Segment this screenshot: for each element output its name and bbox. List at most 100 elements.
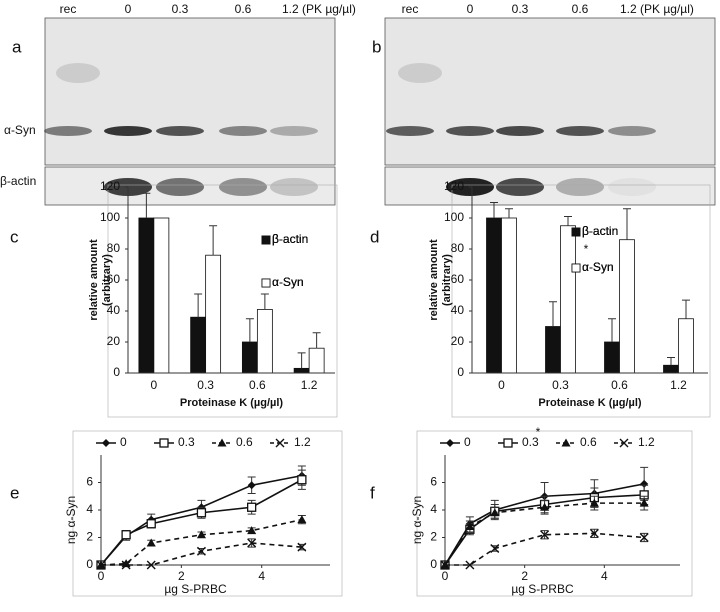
band: [398, 63, 442, 83]
y-tick-label: 40: [451, 303, 465, 317]
bar: [293, 367, 310, 374]
y-tick-label: 4: [430, 502, 437, 516]
marker: [490, 544, 500, 553]
legend-label: β-actin: [582, 224, 618, 238]
y-axis-label: relative amount(arbitrary): [88, 239, 113, 321]
y-tick-label: 60: [451, 272, 465, 286]
x-tick-label: 4: [258, 569, 265, 583]
x-tick-label: 0.6: [611, 378, 628, 392]
band: [44, 126, 92, 136]
marker: [465, 560, 475, 570]
x-tick-label: 1.2: [670, 378, 687, 392]
band: [156, 126, 204, 136]
y-tick-label: 6: [86, 475, 93, 489]
marker: [247, 538, 257, 548]
legend-label: 0.6: [580, 435, 597, 449]
bar: [501, 217, 517, 374]
legend-label: α-Syn: [272, 275, 304, 289]
marker: [440, 560, 450, 570]
error-bar: [505, 208, 513, 218]
bar: [604, 341, 620, 374]
band-label: β-actin: [0, 174, 36, 188]
lane-label: 0.3: [172, 2, 189, 16]
legend-label: 0.3: [522, 435, 539, 449]
marker: [146, 538, 156, 547]
bar: [308, 347, 325, 374]
x-tick-label: 0.6: [249, 378, 266, 392]
series-line: [100, 518, 303, 566]
legend-label: 0.3: [178, 435, 195, 449]
legend-marker: [217, 438, 227, 447]
legend-marker: [446, 439, 454, 447]
marker: [196, 530, 206, 539]
y-axis-label: relative amount(arbitrary): [428, 239, 453, 321]
x-tick-label: 0: [498, 378, 505, 392]
y-tick-label: 100: [100, 210, 120, 224]
y-tick-label: 4: [86, 502, 93, 516]
error-bar: [209, 225, 218, 256]
y-axis-label-line: (arbitrary): [441, 254, 453, 306]
plot-frame: [416, 430, 693, 597]
y-tick-label: 60: [107, 272, 121, 286]
annotation: *: [584, 242, 589, 256]
blot-image: [384, 17, 716, 166]
marker: [540, 530, 550, 540]
legend-label: α-Syn: [582, 260, 614, 274]
y-tick-label: 0: [86, 557, 93, 571]
legend-marker: [275, 438, 285, 448]
band: [608, 126, 656, 136]
error-bar: [194, 293, 203, 318]
band: [556, 178, 604, 196]
marker: [540, 502, 550, 511]
x-tick-label: 0: [151, 378, 158, 392]
band-label: α-Syn: [4, 123, 36, 137]
legend-label: β-actin: [582, 224, 618, 238]
y-tick-label: 120: [100, 179, 120, 193]
x-tick-label: 0: [442, 569, 449, 583]
series-line: [445, 532, 645, 566]
error-bar: [490, 202, 498, 218]
legend-label: β-actin: [582, 224, 618, 238]
legend-label: β-actin: [272, 232, 308, 246]
y-tick-label: 20: [107, 334, 121, 348]
legend-marker: [503, 438, 513, 448]
error-bar: [564, 215, 572, 226]
band: [556, 126, 604, 136]
y-axis-label: ng α-Syn: [410, 496, 424, 544]
y-axis-label-line: relative amount: [88, 239, 100, 321]
lane-label: rec: [402, 2, 419, 16]
x-tick-label: 2: [521, 569, 528, 583]
panel-letter: c: [10, 227, 19, 246]
error-bar: [608, 318, 616, 342]
y-axis-label-line: (arbitrary): [101, 254, 113, 306]
band: [608, 178, 656, 196]
marker: [121, 560, 131, 570]
bar: [663, 364, 679, 374]
marker: [146, 519, 156, 529]
x-tick-label: 1.2: [301, 378, 318, 392]
legend-marker: [159, 438, 169, 448]
band: [104, 126, 152, 136]
plot-frame: [107, 184, 338, 418]
marker: [297, 515, 307, 524]
bar: [153, 217, 170, 374]
y-tick-label: 120: [444, 179, 464, 193]
error-bar: [260, 293, 269, 310]
legend-label: α-Syn: [582, 260, 614, 274]
legend-label: α-Syn: [582, 260, 614, 274]
marker: [121, 530, 131, 540]
marker: [297, 542, 307, 552]
legend-label: α-Syn: [272, 275, 304, 289]
error-bar: [549, 301, 557, 327]
lane-label: rec: [60, 2, 77, 16]
legend-label: β-actin: [272, 232, 308, 246]
y-tick-label: 2: [430, 530, 437, 544]
marker: [96, 560, 106, 570]
x-axis-label: µg S-PRBC: [164, 582, 227, 596]
marker: [196, 508, 207, 518]
legend-swatch: [571, 227, 581, 237]
panel-letter: b: [372, 37, 381, 56]
legend-label: 0: [120, 435, 127, 449]
bar: [241, 341, 258, 374]
series-line: [444, 494, 645, 566]
